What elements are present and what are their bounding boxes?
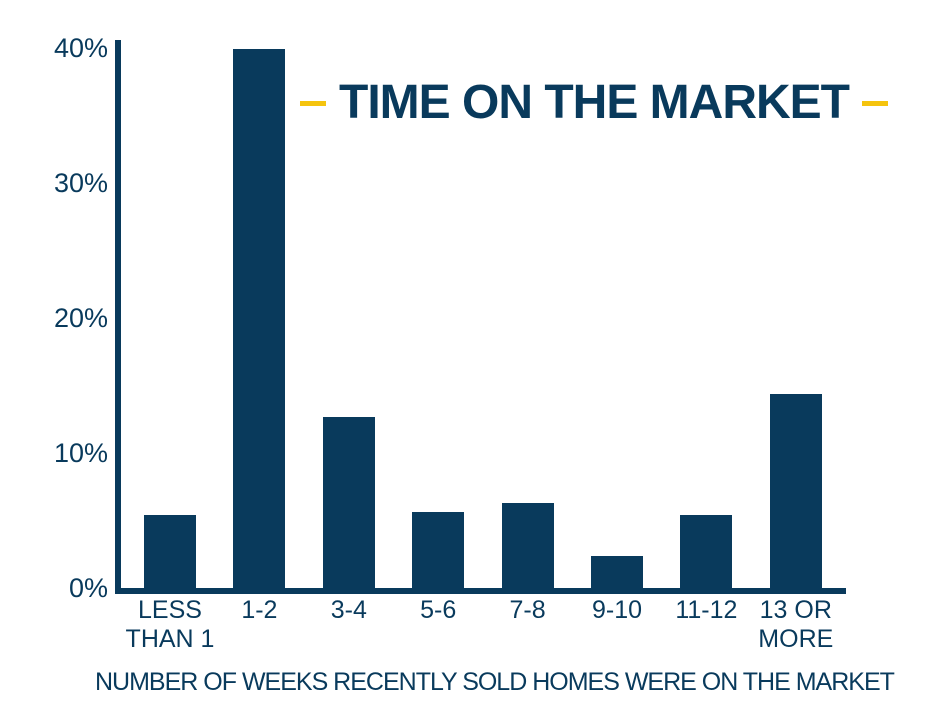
chart-title: TIME ON THE MARKET xyxy=(339,76,850,129)
x-label-5-6: 5-6 xyxy=(373,596,503,625)
x-label-line: 3-4 xyxy=(330,596,367,624)
title-right-dash-icon xyxy=(861,100,888,106)
title-left-dash-icon xyxy=(300,100,326,106)
x-label-9-10: 9-10 xyxy=(552,596,682,625)
bar-9-10 xyxy=(591,555,643,588)
chart-header: TIME ON THE MARKET xyxy=(254,79,929,127)
x-label-line: 1-2 xyxy=(241,596,278,624)
x-label-3-4: 3-4 xyxy=(284,596,414,625)
bar-5-6 xyxy=(412,512,465,588)
x-label-1-2: 1-2 xyxy=(194,596,324,625)
x-axis-caption: NUMBER OF WEEKS RECENTLY SOLD HOMES WERE… xyxy=(95,668,895,696)
x-label-11-12: 11-12 xyxy=(641,596,771,625)
x-label-line: 13 OR xyxy=(759,596,832,624)
bar-1-2 xyxy=(233,49,286,588)
bar-3-4 xyxy=(322,416,375,588)
x-label-line: THAN 1 xyxy=(125,625,215,653)
y-tick-40: 40% xyxy=(53,33,108,63)
x-label-line: MORE xyxy=(758,625,834,653)
x-label-line: 7-8 xyxy=(509,596,546,624)
x-label-line: 11-12 xyxy=(675,596,738,624)
x-label-line: 9-10 xyxy=(591,596,643,624)
y-axis-line xyxy=(115,40,121,594)
bar-11-12 xyxy=(680,515,733,588)
x-axis-line xyxy=(115,588,846,594)
x-label-13-or-more: 13 OR MORE xyxy=(731,596,861,654)
bar-less-than-1 xyxy=(144,515,196,588)
y-tick-0: 0% xyxy=(68,573,108,603)
x-label-line: 5-6 xyxy=(420,596,457,624)
y-tick-30: 30% xyxy=(53,168,108,198)
bar-7-8 xyxy=(501,502,554,588)
x-label-7-8: 7-8 xyxy=(463,596,593,625)
x-label-less-than-1: LESS THAN 1 xyxy=(105,596,235,654)
bar-13-or-more xyxy=(769,393,822,588)
x-label-line: LESS xyxy=(138,596,202,624)
y-tick-10: 10% xyxy=(53,438,108,468)
y-tick-20: 20% xyxy=(53,303,108,333)
